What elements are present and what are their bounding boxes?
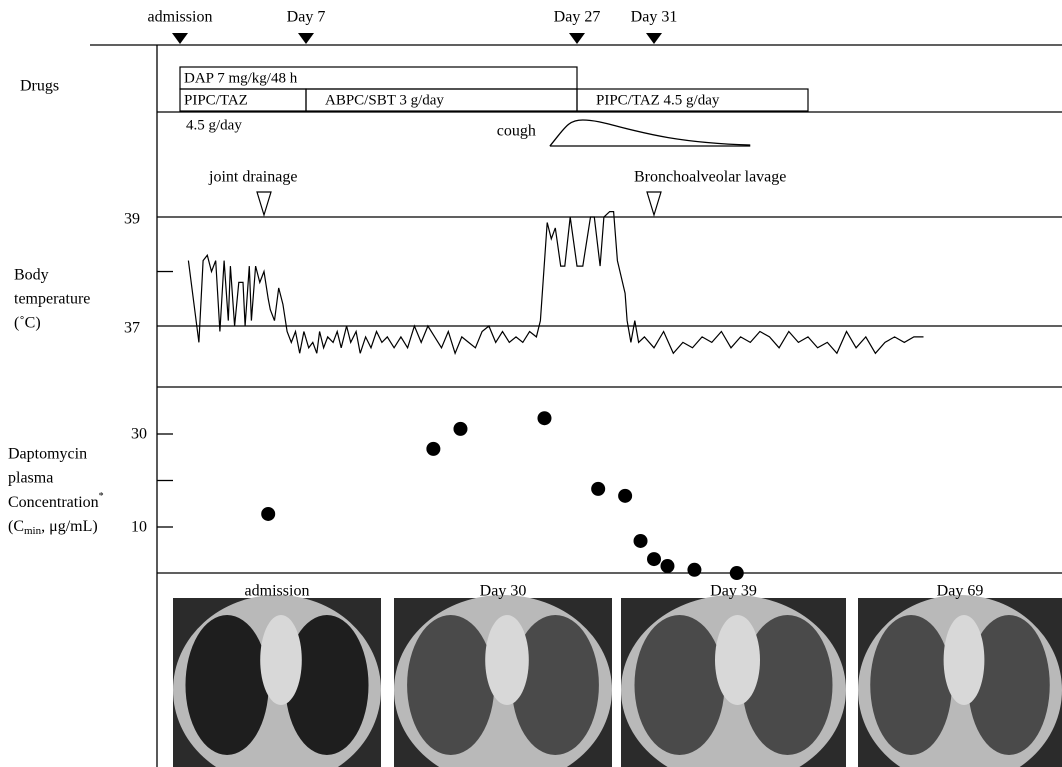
concentration-point [647, 552, 661, 566]
conc-label-sup: * [99, 491, 104, 502]
event-label: Bronchoalveolar lavage [634, 169, 786, 186]
timeline-marker [172, 33, 188, 44]
concentration-point [537, 411, 551, 425]
concentration-point [591, 482, 605, 496]
concentration-point [426, 442, 440, 456]
ct-mediastinum [485, 615, 529, 705]
concentration-point [453, 422, 467, 436]
concentration-point [687, 563, 701, 577]
drug-label: PIPC/TAZ 4.5 g/day [596, 92, 720, 108]
cough-label: cough [497, 123, 536, 140]
event-marker [647, 192, 661, 215]
conc-label-sub: min [24, 525, 42, 537]
drug-sublabel: 4.5 g/day [186, 117, 242, 133]
concentration-point [634, 534, 648, 548]
ct-lung [185, 615, 268, 755]
drugs-label: Drugs [20, 78, 59, 95]
ct-mediastinum [715, 615, 760, 705]
ct-mediastinum [260, 615, 302, 705]
drug-label: DAP 7 mg/kg/48 h [184, 70, 298, 86]
timeline-label: Day 7 [287, 9, 326, 26]
conc-label-pre: (C [8, 518, 24, 535]
ct-mediastinum [944, 615, 985, 705]
y-tick-label: 10 [131, 519, 147, 536]
ct-label: admission [245, 583, 310, 600]
conc-label: (Cmin, μg/mL) [8, 518, 98, 537]
conc-label: Concentration* [8, 491, 104, 510]
timeline-marker [646, 33, 662, 44]
temp-label: (˚C) [14, 315, 41, 332]
ct-label: Day 39 [710, 583, 757, 600]
concentration-point [660, 559, 674, 573]
concentration-point [618, 489, 632, 503]
conc-label-post: , μg/mL) [41, 518, 98, 535]
event-marker [257, 192, 271, 215]
timeline-marker [569, 33, 585, 44]
ct-label: Day 30 [480, 583, 527, 600]
timeline-label: admission [148, 9, 213, 26]
ct-lung [635, 615, 725, 755]
ct-label: Day 69 [937, 583, 984, 600]
ct-lung [870, 615, 952, 755]
temp-label: Body [14, 267, 49, 284]
drug-label: ABPC/SBT 3 g/day [325, 92, 444, 108]
event-label: joint drainage [208, 169, 297, 186]
concentration-point [730, 566, 744, 580]
cough-curve [550, 120, 750, 146]
conc-label: Daptomycin [8, 446, 87, 463]
y-tick-label: 37 [124, 320, 140, 337]
figure: Drugs Body temperature (˚C) Daptomycin p… [0, 0, 1062, 767]
conc-label: plasma [8, 470, 53, 487]
timeline-label: Day 31 [631, 9, 678, 26]
conc-label-text: Concentration [8, 494, 99, 511]
timeline-marker [298, 33, 314, 44]
y-tick-label: 39 [124, 211, 140, 228]
temperature-line [188, 212, 923, 354]
ct-panels [173, 595, 1062, 767]
timeline-label: Day 27 [554, 9, 601, 26]
temp-label: temperature [14, 291, 90, 308]
drug-label: PIPC/TAZ [184, 92, 248, 108]
concentration-point [261, 507, 275, 521]
y-tick-label: 30 [131, 426, 147, 443]
ct-lung [407, 615, 494, 755]
